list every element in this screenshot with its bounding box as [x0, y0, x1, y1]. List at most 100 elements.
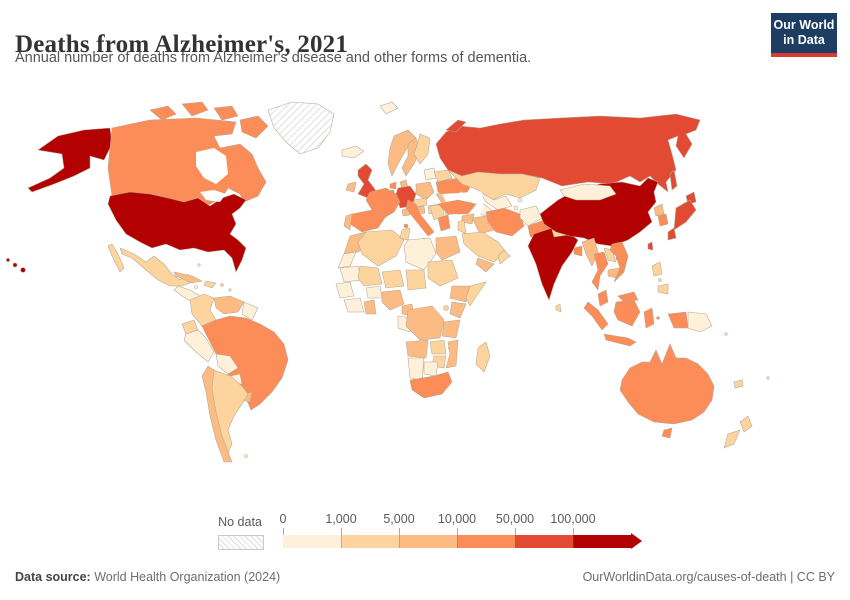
- country-india[interactable]: [527, 227, 579, 301]
- country-indonesia-java[interactable]: [603, 333, 637, 347]
- country-vietnam[interactable]: [609, 241, 629, 283]
- country-cuba[interactable]: [173, 271, 203, 284]
- country-uganda[interactable]: [443, 305, 449, 311]
- country-indonesia-kalimantan[interactable]: [613, 299, 641, 327]
- country-hispaniola[interactable]: [203, 280, 217, 289]
- country-syria[interactable]: [461, 213, 475, 225]
- country-japan-honshu[interactable]: [673, 199, 697, 231]
- country-north-korea[interactable]: [653, 203, 665, 217]
- country-united-states[interactable]: [107, 191, 247, 273]
- credit-link[interactable]: OurWorldinData.org/causes-of-death | CC …: [582, 570, 835, 584]
- country-venezuela[interactable]: [213, 295, 245, 315]
- country-kyrgyzstan[interactable]: [517, 197, 523, 203]
- country-greenland[interactable]: [267, 101, 335, 155]
- country-lesser-antilles[interactable]: [228, 288, 232, 292]
- country-philippines-visayas[interactable]: [658, 278, 662, 282]
- country-peru[interactable]: [183, 329, 215, 363]
- country-bahamas[interactable]: [197, 263, 201, 267]
- country-sri-lanka[interactable]: [555, 303, 562, 313]
- country-iran[interactable]: [485, 207, 525, 237]
- country-colombia[interactable]: [189, 293, 217, 327]
- country-netherlands[interactable]: [389, 181, 397, 190]
- country-philippines-mindanao[interactable]: [657, 283, 669, 295]
- country-hawaii[interactable]: [6, 258, 10, 262]
- country-western-sahara[interactable]: [337, 251, 357, 269]
- country-canada-arctic-islands[interactable]: [149, 105, 177, 121]
- country-italy[interactable]: [405, 199, 435, 237]
- country-iceland[interactable]: [341, 145, 365, 159]
- country-afghanistan[interactable]: [519, 205, 543, 227]
- country-indonesia-sumatra[interactable]: [583, 301, 609, 331]
- country-niger[interactable]: [381, 269, 405, 289]
- legend-bin-0-1000[interactable]: [283, 535, 341, 548]
- country-puerto-rico[interactable]: [220, 283, 224, 287]
- country-thailand[interactable]: [591, 251, 609, 291]
- country-falkland-islands[interactable]: [244, 454, 248, 458]
- legend-bin-50000-100000[interactable]: [515, 535, 573, 548]
- country-poland[interactable]: [415, 181, 435, 201]
- country-taiwan[interactable]: [647, 241, 654, 251]
- country-alaska[interactable]: [27, 127, 113, 193]
- country-baffin-island[interactable]: [239, 115, 269, 139]
- country-tasmania[interactable]: [661, 427, 673, 439]
- country-mali[interactable]: [357, 265, 383, 287]
- country-nigeria[interactable]: [381, 289, 405, 311]
- country-malaysia[interactable]: [597, 289, 609, 307]
- country-greece[interactable]: [437, 214, 451, 232]
- owid-logo[interactable]: Our World in Data: [771, 13, 837, 57]
- country-mozambique[interactable]: [445, 339, 459, 369]
- country-algeria[interactable]: [357, 229, 405, 267]
- country-oman[interactable]: [497, 249, 511, 265]
- country-bolivia[interactable]: [215, 353, 239, 375]
- country-drc[interactable]: [405, 305, 445, 341]
- legend-bin-100000-plus[interactable]: [573, 535, 631, 548]
- country-guyanas[interactable]: [241, 301, 259, 321]
- country-portugal[interactable]: [343, 213, 353, 231]
- country-canada-arctic-islands[interactable]: [181, 101, 209, 117]
- country-novaya-zemlya[interactable]: [445, 119, 467, 133]
- country-jamaica[interactable]: [194, 285, 198, 289]
- country-mongolia[interactable]: [559, 183, 617, 201]
- country-somalia[interactable]: [465, 281, 487, 307]
- country-south-korea[interactable]: [657, 213, 669, 227]
- country-guinea-coast[interactable]: [343, 297, 365, 313]
- country-fiji[interactable]: [766, 376, 770, 380]
- country-uzbekistan[interactable]: [479, 191, 513, 211]
- country-australia[interactable]: [619, 343, 715, 425]
- country-japan-kyushu[interactable]: [667, 227, 677, 241]
- country-philippines-luzon[interactable]: [651, 261, 663, 277]
- country-new-zealand-south[interactable]: [723, 429, 741, 449]
- country-laos[interactable]: [603, 247, 617, 263]
- country-new-caledonia[interactable]: [733, 379, 744, 389]
- country-tunisia[interactable]: [399, 227, 411, 241]
- country-indonesia-sulawesi[interactable]: [643, 307, 655, 329]
- legend-bin-5000-10000[interactable]: [399, 535, 457, 548]
- country-sweden[interactable]: [401, 137, 421, 177]
- country-sakhalin[interactable]: [669, 169, 678, 191]
- country-zambia[interactable]: [429, 339, 447, 355]
- country-chile[interactable]: [201, 365, 233, 463]
- country-belarus[interactable]: [433, 169, 453, 183]
- country-mexico[interactable]: [119, 247, 193, 287]
- country-papua-new-guinea[interactable]: [687, 311, 713, 333]
- country-solomon-islands[interactable]: [724, 332, 728, 336]
- country-yemen[interactable]: [475, 257, 495, 273]
- country-burkina-faso[interactable]: [365, 285, 383, 299]
- legend-bin-10000-50000[interactable]: [457, 535, 515, 548]
- country-senegal[interactable]: [335, 281, 355, 299]
- country-norway[interactable]: [387, 129, 417, 177]
- country-kazakhstan[interactable]: [447, 169, 541, 201]
- country-tanzania[interactable]: [441, 319, 461, 339]
- country-finland[interactable]: [413, 133, 431, 165]
- country-bangladesh[interactable]: [573, 245, 583, 257]
- legend-bin-1000-5000[interactable]: [341, 535, 399, 548]
- country-madagascar[interactable]: [475, 341, 491, 373]
- country-botswana[interactable]: [423, 361, 439, 377]
- country-sardinia[interactable]: [403, 223, 409, 229]
- country-canada-arctic-islands[interactable]: [213, 105, 239, 121]
- country-egypt[interactable]: [435, 235, 461, 261]
- country-chad[interactable]: [405, 269, 427, 291]
- country-baja-california[interactable]: [107, 243, 125, 273]
- legend-no-data-swatch[interactable]: [218, 535, 264, 550]
- country-namibia[interactable]: [407, 357, 425, 381]
